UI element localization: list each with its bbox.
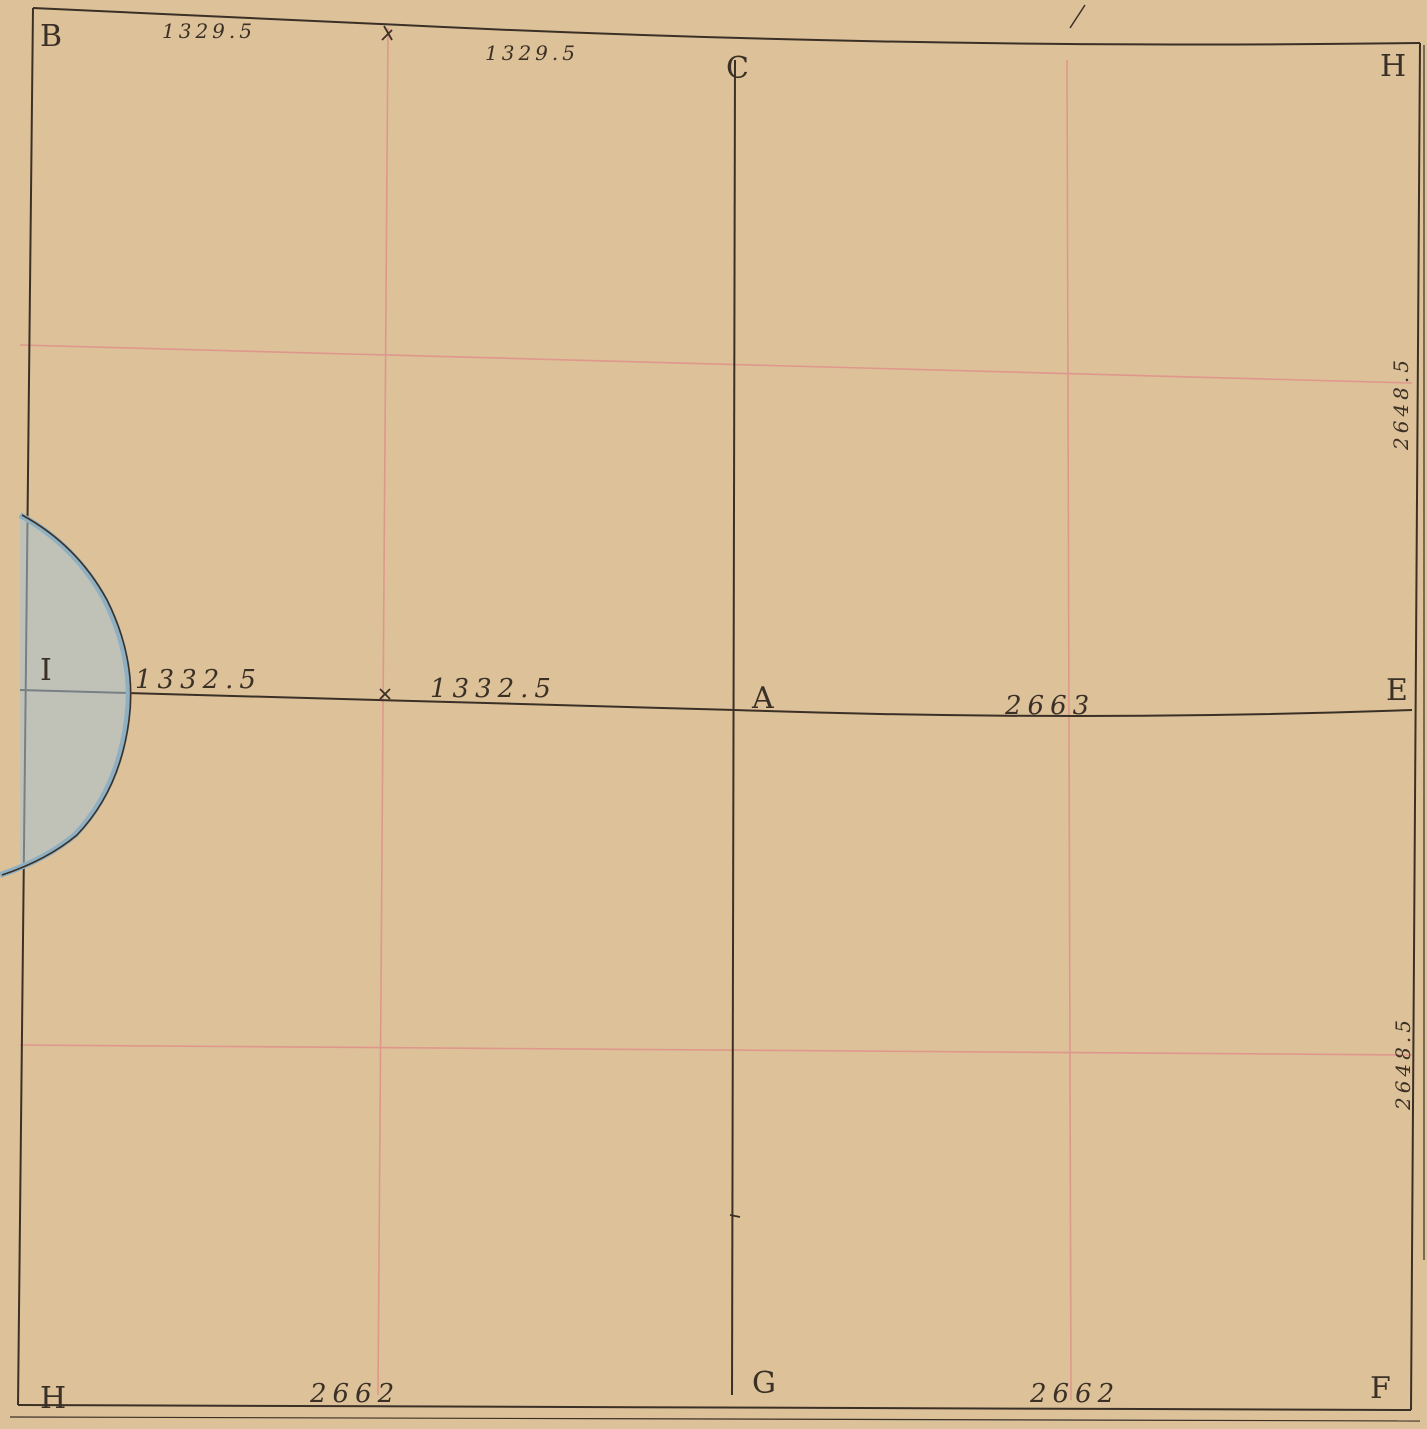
- measurement-right-upper: 2648.5: [1389, 356, 1413, 451]
- label-i: I: [40, 653, 52, 688]
- label-h-bottom: H: [40, 1381, 66, 1416]
- label-f: F: [1370, 1371, 1391, 1406]
- label-h-top: H: [1380, 49, 1406, 84]
- label-e: E: [1386, 673, 1408, 708]
- measurement-top-right: 1329.5: [485, 41, 579, 65]
- measurement-right-lower: 2648.5: [1391, 1016, 1415, 1111]
- label-c: C: [726, 51, 749, 86]
- measurement-middle-center: 1332.5: [430, 674, 557, 704]
- measurement-middle-left: 1332.5: [135, 665, 262, 695]
- label-b: B: [40, 19, 62, 54]
- label-a: A: [751, 681, 774, 716]
- measurement-bottom-right: 2662: [1029, 1379, 1120, 1409]
- measurement-middle-right: 2663: [1004, 691, 1095, 721]
- label-g: G: [752, 1366, 776, 1401]
- measurement-bottom-left: 2662: [309, 1379, 400, 1409]
- measurement-top-left: 1329.5: [162, 19, 256, 43]
